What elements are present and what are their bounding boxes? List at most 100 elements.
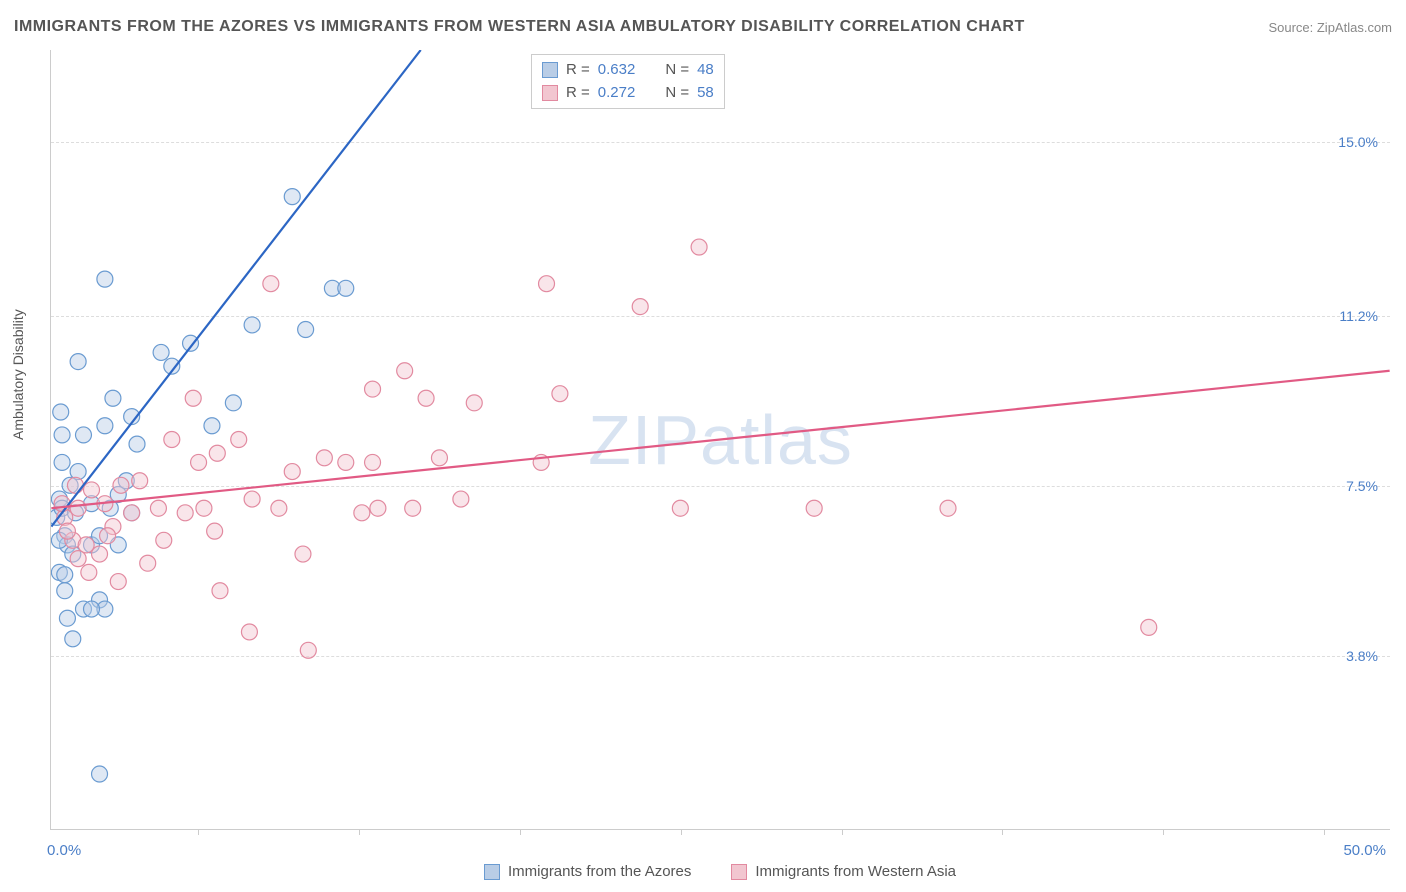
legend-series: Immigrants from the Azores Immigrants fro… (50, 863, 1390, 880)
data-point (431, 450, 447, 466)
legend-series-label: Immigrants from Western Asia (755, 863, 956, 880)
data-point (100, 528, 116, 544)
data-point (70, 551, 86, 567)
data-point (132, 473, 148, 489)
legend-series-item: Immigrants from Western Asia (731, 863, 956, 880)
data-point (338, 280, 354, 296)
data-point (370, 500, 386, 516)
data-point (92, 546, 108, 562)
legend-swatch (484, 864, 500, 880)
chart-title: IMMIGRANTS FROM THE AZORES VS IMMIGRANTS… (14, 18, 1025, 36)
legend-correlation-box: R =0.632N =48R =0.272N =58 (531, 54, 725, 109)
r-value: 0.632 (598, 59, 636, 82)
data-point (140, 555, 156, 571)
chart-header: IMMIGRANTS FROM THE AZORES VS IMMIGRANTS… (14, 18, 1392, 36)
data-point (92, 766, 108, 782)
data-point (84, 482, 100, 498)
data-point (263, 276, 279, 292)
data-point (150, 500, 166, 516)
data-point (53, 404, 69, 420)
x-tick (198, 829, 199, 835)
data-point (185, 390, 201, 406)
data-point (81, 564, 97, 580)
data-point (365, 454, 381, 470)
data-point (57, 583, 73, 599)
data-point (59, 610, 75, 626)
n-value: 58 (697, 82, 714, 105)
data-point (225, 395, 241, 411)
data-point (75, 427, 91, 443)
data-point (316, 450, 332, 466)
data-point (177, 505, 193, 521)
data-point (129, 436, 145, 452)
legend-series-item: Immigrants from the Azores (484, 863, 691, 880)
r-value: 0.272 (598, 82, 636, 105)
data-point (691, 239, 707, 255)
data-point (204, 418, 220, 434)
data-point (105, 390, 121, 406)
data-point (67, 477, 83, 493)
x-axis-start-label: 0.0% (47, 842, 81, 859)
legend-swatch (542, 85, 558, 101)
x-tick (842, 829, 843, 835)
data-point (632, 299, 648, 315)
legend-swatch (542, 62, 558, 78)
data-point (54, 427, 70, 443)
data-point (97, 271, 113, 287)
data-point (57, 567, 73, 583)
data-point (354, 505, 370, 521)
data-point (295, 546, 311, 562)
legend-swatch (731, 864, 747, 880)
data-point (241, 624, 257, 640)
x-tick (520, 829, 521, 835)
data-point (209, 445, 225, 461)
data-point (164, 432, 180, 448)
data-point (806, 500, 822, 516)
n-value: 48 (697, 59, 714, 82)
data-point (453, 491, 469, 507)
data-point (124, 505, 140, 521)
data-point (300, 642, 316, 658)
data-point (59, 523, 75, 539)
source-label: Source: ZipAtlas.com (1268, 20, 1392, 35)
data-point (113, 477, 129, 493)
n-label: N = (665, 59, 689, 82)
plot-area: ZIPatlas 3.8%7.5%11.2%15.0% R =0.632N =4… (50, 50, 1390, 830)
x-axis-end-label: 50.0% (1343, 842, 1386, 859)
data-point (183, 335, 199, 351)
data-point (54, 454, 70, 470)
r-label: R = (566, 82, 590, 105)
x-tick (1163, 829, 1164, 835)
x-tick (359, 829, 360, 835)
data-point (940, 500, 956, 516)
data-point (1141, 619, 1157, 635)
data-point (271, 500, 287, 516)
data-point (191, 454, 207, 470)
chart-svg (51, 50, 1390, 829)
data-point (70, 354, 86, 370)
data-point (284, 464, 300, 480)
data-point (54, 496, 70, 512)
x-tick (1324, 829, 1325, 835)
data-point (284, 189, 300, 205)
data-point (405, 500, 421, 516)
data-point (298, 322, 314, 338)
data-point (110, 574, 126, 590)
data-point (466, 395, 482, 411)
data-point (207, 523, 223, 539)
data-point (97, 418, 113, 434)
data-point (156, 532, 172, 548)
data-point (65, 631, 81, 647)
x-tick (1002, 829, 1003, 835)
y-axis-label: Ambulatory Disability (10, 309, 26, 440)
data-point (244, 491, 260, 507)
n-label: N = (665, 82, 689, 105)
data-point (672, 500, 688, 516)
legend-series-label: Immigrants from the Azores (508, 863, 691, 880)
data-point (244, 317, 260, 333)
data-point (397, 363, 413, 379)
data-point (231, 432, 247, 448)
trend-line (51, 371, 1389, 508)
legend-correlation-row: R =0.632N =48 (542, 59, 714, 82)
data-point (365, 381, 381, 397)
